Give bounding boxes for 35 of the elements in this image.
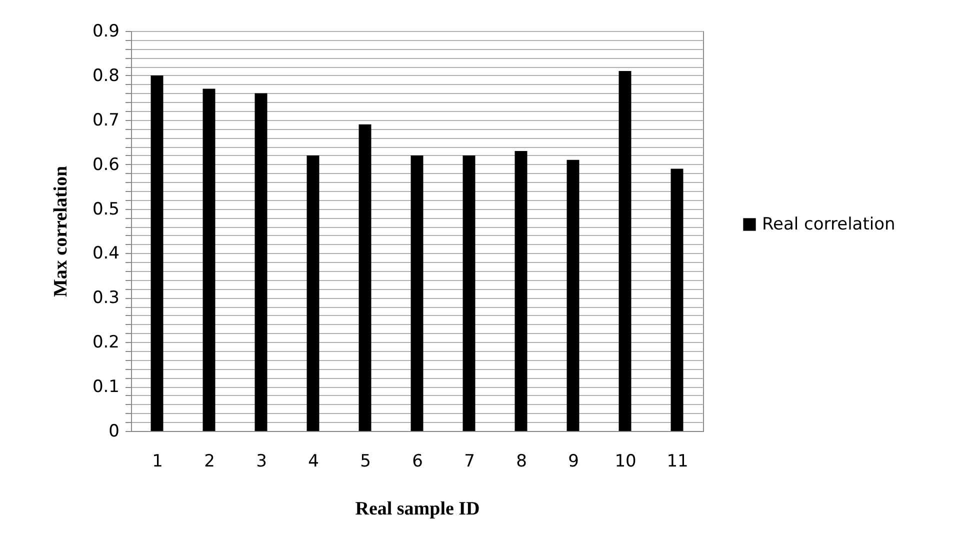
x-tick-label: 2 xyxy=(204,452,215,472)
bar xyxy=(150,75,164,431)
bar xyxy=(306,155,320,431)
x-tick-label: 8 xyxy=(516,452,527,472)
bar xyxy=(670,168,684,431)
bar xyxy=(462,155,476,431)
bar xyxy=(202,88,216,431)
y-tick-label: 0.3 xyxy=(92,288,120,308)
y-tick-label: 0.2 xyxy=(92,332,120,353)
bar xyxy=(358,124,372,431)
y-tick-label: 0.4 xyxy=(92,244,120,264)
legend-label: Real correlation xyxy=(762,214,896,234)
y-axis-title: Max correlation xyxy=(50,166,72,298)
y-tick-label: 0.5 xyxy=(92,199,120,220)
bar xyxy=(514,151,528,431)
bar xyxy=(254,93,268,431)
y-tick-label: 0 xyxy=(108,422,120,442)
x-tick-label: 7 xyxy=(464,452,475,472)
x-tick-label: 1 xyxy=(152,452,163,472)
y-tick-label: 0.9 xyxy=(92,22,120,42)
y-tick-label: 0.8 xyxy=(92,66,120,86)
x-axis-title: Real sample ID xyxy=(355,498,480,520)
x-tick-label: 3 xyxy=(256,452,267,472)
y-tick-label: 0.1 xyxy=(92,377,120,398)
x-tick-label: 6 xyxy=(412,452,423,472)
y-tick-label: 0.7 xyxy=(92,110,120,130)
x-tick-label: 10 xyxy=(614,452,636,472)
x-tick-label: 4 xyxy=(308,452,319,472)
x-tick-label: 11 xyxy=(666,452,688,472)
bar xyxy=(566,160,580,431)
bar xyxy=(410,155,424,431)
y-tick-label: 0.6 xyxy=(92,154,120,175)
bar xyxy=(618,71,632,431)
x-tick-label: 9 xyxy=(568,452,579,472)
x-tick-label: 5 xyxy=(360,452,371,472)
